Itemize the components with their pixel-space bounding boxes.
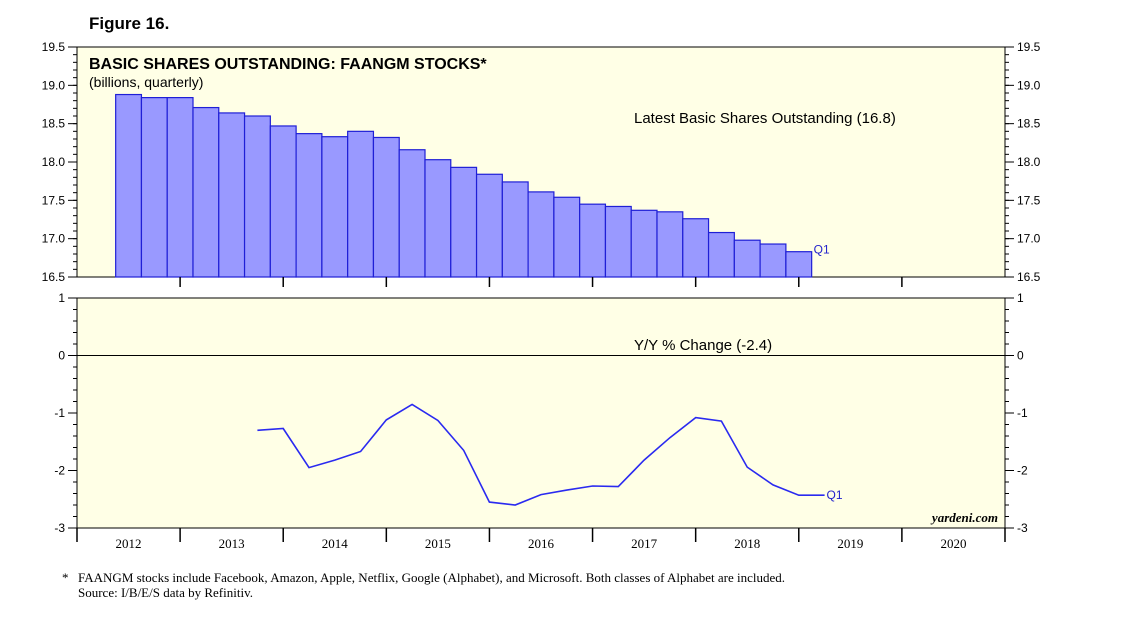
x-year-label: 2014 — [322, 536, 349, 551]
shares-bar — [501, 181, 529, 278]
shares-bar — [682, 218, 710, 278]
footnote: * FAANGM stocks include Facebook, Amazon,… — [62, 570, 785, 600]
shares-y-tick-label: 19.5 — [42, 40, 66, 54]
yardeni-watermark: yardeni.com — [930, 510, 998, 525]
shares-bars — [115, 93, 813, 278]
shares-latest-annotation: Latest Basic Shares Outstanding (16.8) — [634, 110, 896, 127]
shares-chart-subtitle: (billions, quarterly) — [89, 74, 203, 90]
yoy-y2-tick-label: 1 — [1017, 291, 1024, 305]
shares-bar — [218, 112, 246, 278]
shares-bar — [243, 115, 271, 278]
shares-bar — [785, 251, 813, 278]
yoy-panel-bg — [76, 297, 1006, 529]
shares-chart-title: BASIC SHARES OUTSTANDING: FAANGM STOCKS* — [89, 56, 487, 73]
x-year-label: 2017 — [631, 536, 658, 551]
footnote-text: FAANGM stocks include Facebook, Amazon, … — [78, 570, 786, 585]
footnote-marker: * — [62, 570, 69, 585]
x-year-label: 2018 — [734, 536, 760, 551]
x-year-label: 2020 — [940, 536, 966, 551]
yoy-change-line — [257, 403, 825, 506]
x-year-label: 2016 — [528, 536, 555, 551]
yoy-y2-tick-label: -2 — [1017, 464, 1028, 478]
shares-bar — [553, 196, 581, 278]
x-year-label: 2013 — [219, 536, 245, 551]
yoy-y-tick-label: -2 — [54, 464, 65, 478]
shares-bar — [115, 93, 143, 278]
x-year-label: 2012 — [116, 536, 142, 551]
shares-bar — [192, 106, 220, 278]
shares-bar — [295, 133, 323, 278]
shares-bar — [166, 96, 194, 278]
source-text: Source: I/B/E/S data by Refinitiv. — [78, 585, 253, 600]
yoy-y-tick-label: -1 — [54, 406, 65, 420]
shares-y2-tick-label: 19.0 — [1017, 78, 1041, 92]
shares-bar — [424, 159, 452, 278]
shares-bar — [372, 136, 400, 278]
shares-bar — [759, 243, 787, 278]
shares-bar — [140, 96, 168, 278]
shares-y2-tick-label: 18.0 — [1017, 155, 1041, 169]
shares-bar — [269, 125, 297, 278]
x-year-label: 2015 — [425, 536, 451, 551]
shares-bar — [527, 191, 555, 278]
yoy-y2-tick-label: -1 — [1017, 406, 1028, 420]
x-year-label: 2019 — [837, 536, 863, 551]
shares-y-tick-label: 18.0 — [42, 155, 66, 169]
shares-bar — [707, 231, 735, 278]
shares-bar — [604, 205, 632, 278]
yoy-y2-tick-label: -3 — [1017, 521, 1028, 535]
yoy-y-tick-label: 1 — [58, 291, 65, 305]
shares-y2-tick-label: 17.5 — [1017, 193, 1041, 207]
shares-bar — [579, 203, 607, 278]
shares-bar — [321, 136, 349, 278]
shares-bar — [347, 130, 375, 278]
shares-q1-label: Q1 — [814, 243, 830, 257]
shares-bar — [475, 173, 503, 278]
shares-y-tick-label: 16.5 — [42, 270, 66, 284]
shares-bar — [630, 209, 658, 278]
shares-y-tick-label: 19.0 — [42, 78, 66, 92]
x-axis: 2012 2013 2014 2015 2016 2017 2018 2019 2020 — [76, 528, 1006, 551]
shares-y-tick-label: 17.5 — [42, 193, 66, 207]
shares-bar — [733, 239, 761, 278]
yoy-y2-tick-label: 0 — [1017, 349, 1024, 363]
yoy-y-tick-label: -3 — [54, 521, 65, 535]
shares-y-tick-label: 17.0 — [42, 232, 66, 246]
yoy-y-tick-label: 0 — [58, 349, 65, 363]
figure-title: Figure 16. — [89, 14, 170, 33]
yoy-q1-label: Q1 — [827, 488, 843, 502]
shares-bar — [398, 149, 426, 278]
yoy-annotation: Y/Y % Change (-2.4) — [634, 337, 772, 354]
shares-bar — [656, 211, 684, 278]
shares-y2-tick-label: 19.5 — [1017, 40, 1041, 54]
shares-bar — [450, 166, 478, 278]
shares-axis-ticks: 19.5 19.5 19.0 19.0 18.5 18.5 18.0 18.0 17.5 17.5… — [42, 40, 1041, 287]
shares-y2-tick-label: 17.0 — [1017, 232, 1041, 246]
shares-y2-tick-label: 18.5 — [1017, 117, 1041, 131]
shares-y-tick-label: 18.5 — [42, 117, 66, 131]
shares-y2-tick-label: 16.5 — [1017, 270, 1041, 284]
